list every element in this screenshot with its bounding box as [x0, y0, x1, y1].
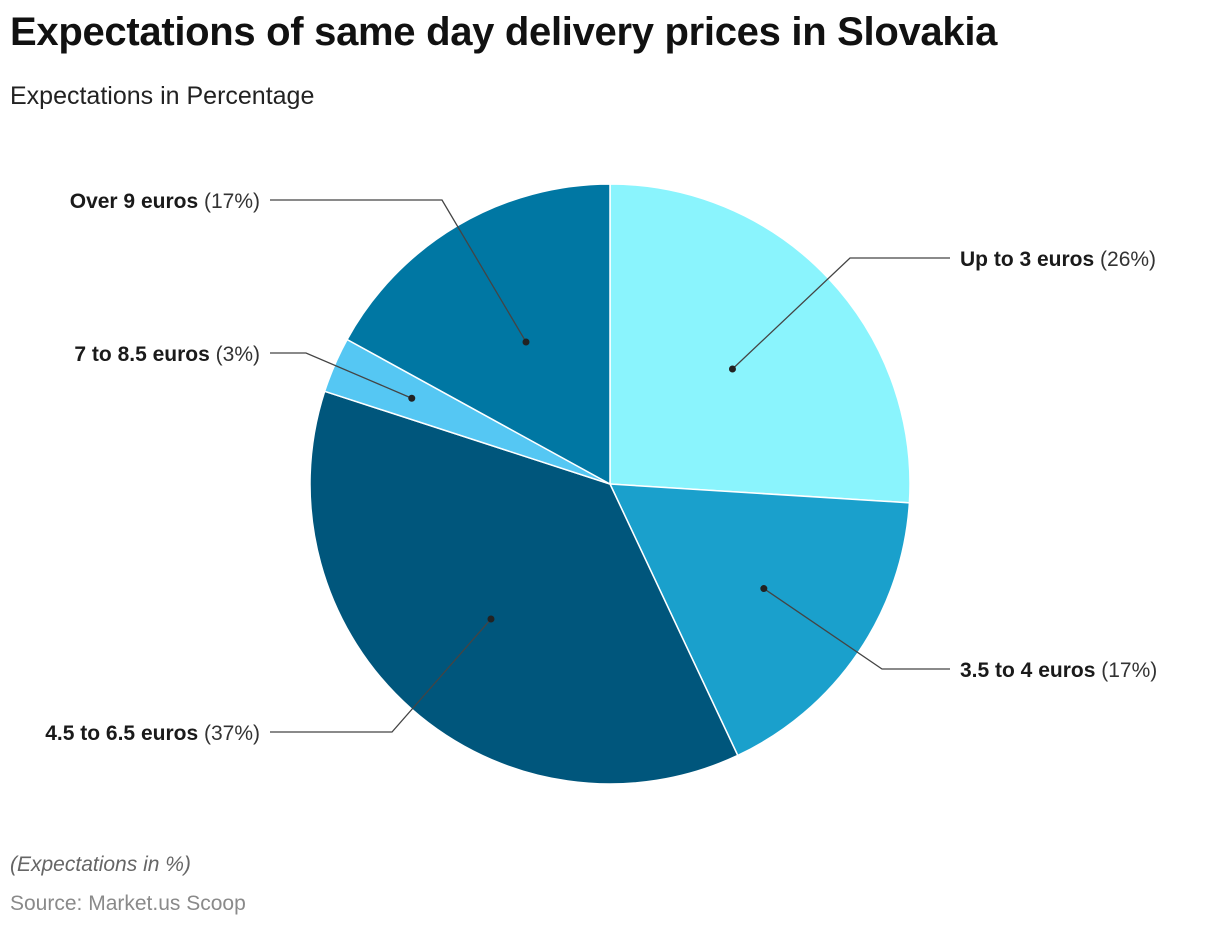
slice-label-percent: (17%) [198, 190, 260, 213]
slice-label-4-5-to-6-5-euros: 4.5 to 6.5 euros (37%) [45, 722, 260, 745]
slice-label-7-to-8-5-euros: 7 to 8.5 euros (3%) [74, 343, 260, 366]
slice-label-over-9-euros: Over 9 euros (17%) [70, 190, 260, 213]
leader-line-up-to-3-euros [732, 257, 950, 370]
leader-dot-up-to-3-euros [728, 365, 736, 373]
leader-dot-3-5-to-4-euros [760, 585, 768, 593]
slice-label-name: Up to 3 euros [960, 248, 1094, 271]
slice-label-name: 4.5 to 6.5 euros [45, 722, 198, 745]
pie-labels: Up to 3 euros (26%) 3.5 to 4 euros (17%) 4… [45, 190, 1157, 745]
slice-label-percent: (17%) [1095, 659, 1157, 682]
pie-slices [309, 183, 911, 785]
leader-dot-7-to-8-5-euros [408, 394, 416, 402]
leader-dot-4-5-to-6-5-euros [487, 615, 495, 623]
leader-line-4-5-to-6-5-euros [270, 618, 492, 733]
chart-subtitle: Expectations in Percentage [10, 82, 315, 110]
slice-label-name: 3.5 to 4 euros [960, 659, 1095, 682]
slice-label-percent: (37%) [198, 722, 260, 745]
slice-label-3-5-to-4-euros: 3.5 to 4 euros (17%) [960, 659, 1157, 682]
chart-title: Expectations of same day delivery prices… [10, 10, 998, 54]
slice-label-percent: (26%) [1094, 248, 1156, 271]
leader-dot-over-9-euros [522, 338, 530, 346]
pie-leader-lines [270, 199, 950, 733]
slice-label-name: 7 to 8.5 euros [74, 343, 209, 366]
leader-line-3-5-to-4-euros [763, 588, 950, 670]
leader-line-7-to-8-5-euros [270, 352, 413, 399]
slice-label-percent: (3%) [210, 343, 260, 366]
leader-line-over-9-euros [270, 199, 527, 343]
chart-note: (Expectations in %) [10, 853, 191, 876]
slice-label-up-to-3-euros: Up to 3 euros (26%) [960, 248, 1156, 271]
slice-label-name: Over 9 euros [70, 190, 198, 213]
chart-source: Source: Market.us Scoop [10, 892, 246, 915]
